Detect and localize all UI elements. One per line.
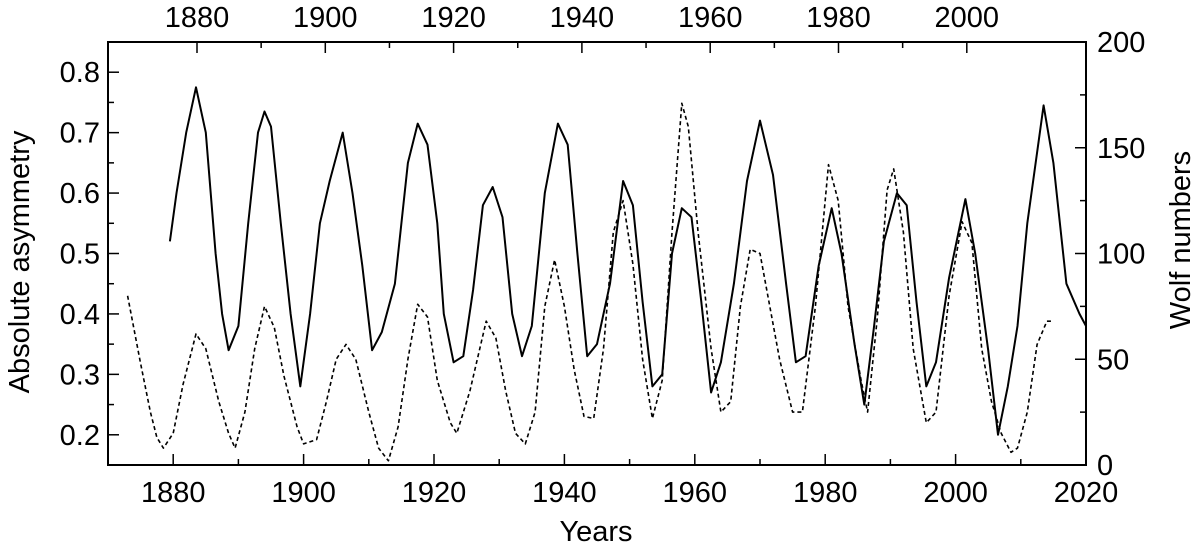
- x-tick-label: 2020: [1054, 477, 1119, 509]
- x-tick-label: 1940: [532, 477, 597, 509]
- y2-tick-label: 100: [1097, 239, 1145, 271]
- y-axis-left-title: Absolute asymmetry: [4, 130, 36, 393]
- x-tick-label: 2000: [923, 477, 988, 509]
- x-tick-label: 1920: [402, 477, 467, 509]
- top-x-tick-label: 1920: [421, 2, 486, 34]
- y2-tick-label: 200: [1097, 27, 1145, 59]
- y-tick-label: 0.6: [60, 178, 100, 210]
- top-x-tick-label: 2000: [935, 2, 1000, 34]
- series-layer: [126, 86, 1087, 462]
- absolute-asymmetry-line: [168, 86, 1087, 436]
- top-x-tick-label: 1960: [678, 2, 743, 34]
- y-tick-label: 0.7: [60, 118, 100, 150]
- x-tick-label: 1900: [271, 477, 336, 509]
- plot-frame: [107, 41, 1087, 466]
- top-x-tick-label: 1980: [806, 2, 871, 34]
- y-axis-right-title: Wolf numbers: [1165, 151, 1197, 329]
- top-x-tick-label: 1940: [550, 2, 615, 34]
- y-tick-label: 0.8: [60, 57, 100, 89]
- x-tick-label: 1880: [141, 477, 206, 509]
- x-tick-label: 1980: [793, 477, 858, 509]
- y-tick-label: 0.2: [60, 420, 100, 452]
- y-tick-label: 0.3: [60, 359, 100, 391]
- x-tick-label: 1960: [663, 477, 728, 509]
- y-tick-label: 0.5: [60, 239, 100, 271]
- x-axis-title: Years: [559, 516, 632, 548]
- top-x-tick-label: 1880: [165, 2, 230, 34]
- y-tick-label: 0.4: [60, 299, 100, 331]
- axis-ticks: [107, 41, 1087, 466]
- y2-tick-label: 0: [1097, 450, 1113, 482]
- wolf-numbers-line: [126, 102, 1054, 462]
- y2-tick-label: 150: [1097, 133, 1145, 165]
- y2-tick-label: 50: [1097, 344, 1129, 376]
- top-x-tick-label: 1900: [293, 2, 358, 34]
